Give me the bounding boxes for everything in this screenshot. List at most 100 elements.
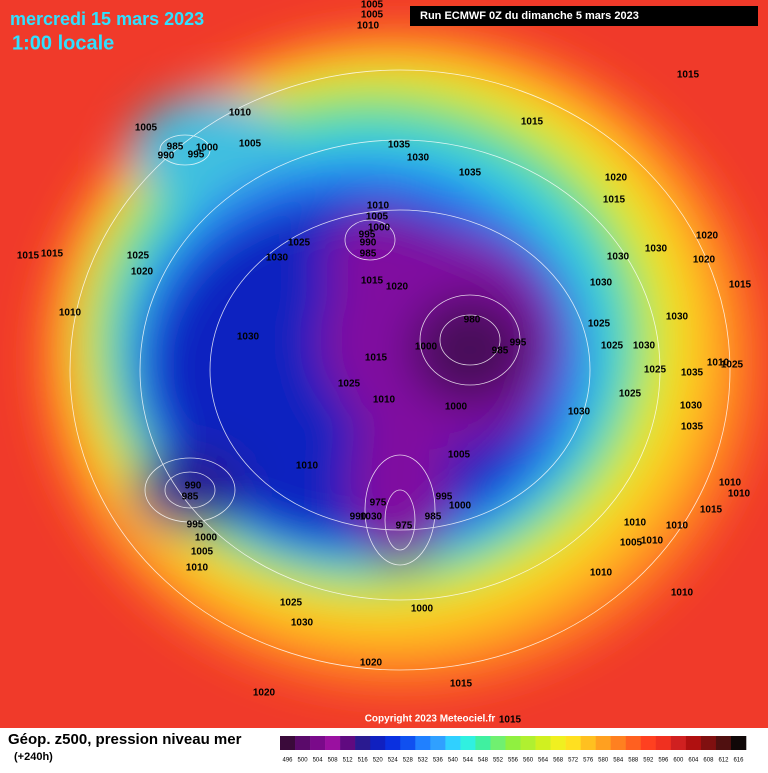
isobar-label: 990 bbox=[185, 481, 202, 492]
colorbar-cell bbox=[655, 736, 672, 750]
isobar-label: 980 bbox=[464, 315, 481, 326]
colorbar-cell bbox=[310, 736, 326, 750]
colorbar-tick-label: 592 bbox=[643, 758, 654, 764]
colorbar-cell bbox=[565, 736, 581, 750]
colorbar-cell bbox=[610, 736, 627, 750]
colorbar-tick-label: 548 bbox=[478, 758, 489, 764]
run-label: Run ECMWF 0Z du dimanche 5 mars 2023 bbox=[420, 10, 639, 22]
isobar-label: 1015 bbox=[603, 195, 626, 206]
colorbar-cell bbox=[475, 736, 491, 750]
isobar-label: 990 bbox=[350, 512, 367, 523]
isobar-label: 1025 bbox=[288, 238, 311, 249]
isobar-label: 1030 bbox=[645, 244, 668, 255]
isobar-label: 1000 bbox=[449, 501, 472, 512]
colorbar-cell bbox=[490, 736, 506, 750]
isobar-label: 1025 bbox=[644, 365, 667, 376]
colorbar-tick-label: 504 bbox=[313, 758, 324, 764]
run-box bbox=[410, 6, 758, 26]
colorbar-tick-label: 528 bbox=[403, 758, 414, 764]
colorbar-cell bbox=[685, 736, 702, 750]
colorbar-cell bbox=[280, 736, 296, 750]
isobar-label: 1010 bbox=[641, 536, 664, 547]
colorbar-cell bbox=[385, 736, 401, 750]
isobar-label: 1030 bbox=[407, 153, 430, 164]
isobar-label: 995 bbox=[436, 492, 453, 503]
colorbar-cell bbox=[670, 736, 687, 750]
isobar-label: 1015 bbox=[729, 280, 752, 291]
isobar-label: 995 bbox=[187, 520, 204, 531]
isobar-label: 1030 bbox=[607, 252, 630, 263]
isobar-label: 1000 bbox=[445, 402, 468, 413]
isobar-label: 1010 bbox=[671, 588, 694, 599]
isobars bbox=[69, 69, 731, 671]
colorbar-tick-label: 532 bbox=[418, 758, 429, 764]
colorbar-tick-label: 596 bbox=[658, 758, 669, 764]
isobar-label: 1020 bbox=[693, 255, 716, 266]
isobar-label: 1015 bbox=[677, 70, 700, 81]
isobar-label: 1030 bbox=[590, 278, 613, 289]
isobar-label: 1025 bbox=[280, 598, 303, 609]
colorbar-tick-label: 564 bbox=[538, 758, 549, 764]
colorbar-cell bbox=[715, 736, 732, 750]
isobar-label: 1035 bbox=[459, 168, 482, 179]
colorbar-cell bbox=[340, 736, 356, 750]
isobar-label: 1030 bbox=[568, 407, 591, 418]
colorbar-tick-label: 496 bbox=[283, 758, 294, 764]
colorbar-cell bbox=[580, 736, 596, 750]
isobar-label: 1000 bbox=[411, 604, 434, 615]
colorbar-tick-label: 604 bbox=[688, 758, 699, 764]
isobar-label: 1000 bbox=[195, 533, 218, 544]
isobar-label: 1005 bbox=[620, 538, 643, 549]
isobar-label: 1010 bbox=[719, 478, 742, 489]
isobar-label: 1025 bbox=[619, 389, 642, 400]
isobar-label: 1005 bbox=[361, 10, 384, 21]
colorbar-cell bbox=[700, 736, 717, 750]
isobar-label: 1020 bbox=[386, 282, 409, 293]
isobar-label: 1010 bbox=[590, 568, 613, 579]
colorbar-tick-label: 580 bbox=[598, 758, 609, 764]
colorbar-tick-label: 560 bbox=[523, 758, 534, 764]
isobar-label: 1010 bbox=[707, 358, 730, 369]
colorbar-tick-label: 524 bbox=[388, 758, 399, 764]
isobar-label: 1010 bbox=[296, 461, 319, 472]
colorbar-tick-label: 500 bbox=[298, 758, 309, 764]
isobar-label: 1020 bbox=[605, 173, 628, 184]
colorbar-cell bbox=[400, 736, 416, 750]
isobar-label: 1005 bbox=[366, 212, 389, 223]
isobar-label: 1020 bbox=[696, 231, 719, 242]
isobar-label: 990 bbox=[158, 151, 175, 162]
isobar-label: 1020 bbox=[131, 267, 154, 278]
isobar-label: 1010 bbox=[728, 489, 751, 500]
colorbar-tick-label: 544 bbox=[463, 758, 474, 764]
colorbar-cell bbox=[325, 736, 341, 750]
isobar-label: 1030 bbox=[360, 512, 383, 523]
isobar-label: 1025 bbox=[338, 379, 361, 390]
isobar-label: 1030 bbox=[680, 401, 703, 412]
isobar-label: 995 bbox=[359, 230, 376, 241]
colorbar-tick-label: 616 bbox=[733, 758, 744, 764]
isobar-label: 1010 bbox=[367, 201, 390, 212]
isobar-label: 1030 bbox=[291, 618, 314, 629]
colorbar-tick-label: 588 bbox=[628, 758, 639, 764]
isobar-label: 1015 bbox=[499, 715, 522, 726]
isobar-label: 1005 bbox=[135, 123, 158, 134]
colorbar-tick-label: 600 bbox=[673, 758, 684, 764]
colorbar-tick-label: 556 bbox=[508, 758, 519, 764]
isobar-label: 1025 bbox=[601, 341, 624, 352]
isobar-label: 975 bbox=[370, 498, 387, 509]
isobar-label: 1030 bbox=[266, 253, 289, 264]
isobar-label: 985 bbox=[360, 249, 377, 260]
colorbar-tick-label: 572 bbox=[568, 758, 579, 764]
colorbar-tick-label: 512 bbox=[343, 758, 354, 764]
isobar-label: 1030 bbox=[666, 312, 689, 323]
colorbar-cell bbox=[295, 736, 311, 750]
isobar-label: 1015 bbox=[700, 505, 723, 516]
isobar-label: 1000 bbox=[368, 223, 391, 234]
isobar-label: 1035 bbox=[681, 368, 704, 379]
colorbar-cell bbox=[730, 736, 747, 750]
isobar-label: 1015 bbox=[361, 276, 384, 287]
colorbar-tick-label: 568 bbox=[553, 758, 564, 764]
isobar-label: 1010 bbox=[666, 521, 689, 532]
colorbar-cell bbox=[370, 736, 386, 750]
